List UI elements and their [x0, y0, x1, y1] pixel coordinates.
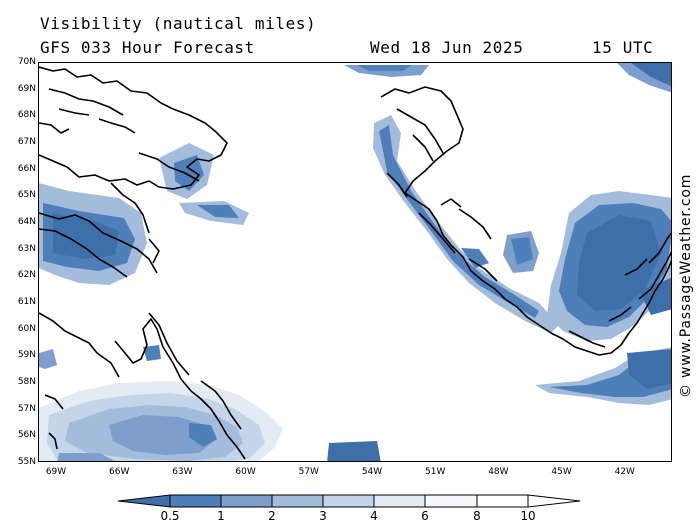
lon-label-54w: 54W [361, 467, 383, 477]
map-title: Visibility (nautical miles) [40, 14, 317, 33]
lat-label-69n: 69N [17, 83, 36, 94]
visibility-map [39, 63, 671, 461]
lon-label-42w: 42W [614, 467, 635, 477]
legend-segment-3 [271, 494, 324, 508]
legend-segment-end [527, 494, 581, 508]
legend-segment-5 [373, 494, 426, 508]
coastlines [39, 66, 671, 460]
credit-text: © www.PassageWeather.com [678, 173, 694, 398]
legend-label-6: 8 [473, 509, 481, 523]
map-area[interactable] [38, 62, 672, 462]
lat-label-65n: 65N [17, 190, 36, 201]
visibility-shading [39, 63, 671, 461]
lon-label-60w: 60W [235, 467, 256, 477]
lon-label-66w: 66W [109, 467, 130, 477]
legend-label-2: 2 [268, 509, 276, 523]
lon-label-48w: 48W [488, 467, 509, 477]
lat-label-61n: 61N [17, 297, 36, 307]
lon-label-45w: 45W [551, 467, 572, 477]
lat-label-60n: 60N [17, 323, 36, 334]
legend-segment-4 [322, 494, 375, 508]
visibility-legend: 0.5 1 2 3 4 6 8 10 [117, 492, 588, 524]
legend-segment-0 [117, 494, 171, 508]
lat-label-70n: 70N [17, 57, 36, 67]
legend-label-4: 4 [370, 509, 378, 523]
lat-label-66n: 66N [17, 163, 36, 174]
forecast-date: Wed 18 Jun 2025 [370, 38, 524, 57]
legend-label-3: 3 [319, 509, 327, 523]
legend-label-0: 0.5 [160, 509, 180, 523]
lat-label-67n: 67N [17, 137, 36, 147]
lon-label-57w: 57W [298, 467, 319, 477]
lat-label-68n: 68N [17, 110, 36, 121]
legend-label-7: 10 [520, 509, 536, 523]
lon-label-69w: 69W [45, 467, 67, 477]
lon-label-51w: 51W [425, 467, 446, 477]
legend-segment-2 [220, 494, 273, 508]
lat-label-56n: 56N [17, 430, 36, 441]
lat-label-57n: 57N [17, 403, 36, 414]
legend-segment-1 [169, 494, 222, 508]
legend-colorbar [117, 494, 581, 508]
legend-label-1: 1 [217, 509, 225, 523]
legend-segment-6 [424, 494, 478, 508]
lon-label-63w: 63W [172, 467, 193, 477]
lat-label-58n: 58N [17, 377, 36, 387]
lat-label-55n: 55N [17, 457, 36, 467]
legend-label-5: 6 [421, 509, 429, 523]
legend-segment-7 [476, 494, 529, 508]
lat-label-59n: 59N [17, 350, 36, 361]
lat-label-62n: 62N [17, 270, 36, 281]
forecast-label: GFS 033 Hour Forecast [40, 38, 255, 57]
forecast-time: 15 UTC [592, 38, 654, 57]
lat-label-64n: 64N [17, 217, 36, 227]
lat-label-63n: 63N [17, 243, 36, 254]
